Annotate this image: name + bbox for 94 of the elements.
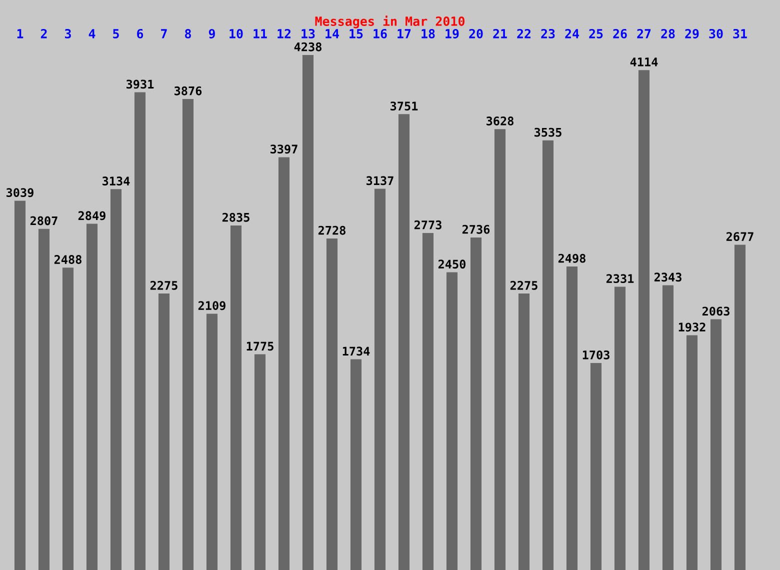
data-label: 4238 xyxy=(294,42,322,52)
bar xyxy=(638,70,650,570)
bar xyxy=(710,319,722,570)
data-label: 2498 xyxy=(558,254,586,263)
bar xyxy=(110,189,122,570)
x-tick-label: 14 xyxy=(326,29,339,38)
bar xyxy=(422,233,434,570)
bar xyxy=(302,55,314,570)
x-tick-label: 21 xyxy=(493,28,507,38)
data-label: 3931 xyxy=(126,80,154,89)
chart-title: Messages in Mar 2010 xyxy=(315,16,465,28)
x-tick-label: 18 xyxy=(422,28,435,38)
x-tick-label: 25 xyxy=(589,28,603,38)
data-label: 1932 xyxy=(678,322,706,332)
bar xyxy=(230,225,242,570)
bar xyxy=(734,244,746,570)
bar xyxy=(254,354,266,570)
x-tick-label: 2 xyxy=(40,28,47,38)
x-tick-label: 8 xyxy=(185,28,191,38)
bar xyxy=(14,200,26,570)
bar xyxy=(158,294,170,570)
bar xyxy=(350,359,362,570)
data-label: 4114 xyxy=(630,58,658,66)
x-tick-label: 12 xyxy=(278,28,290,38)
data-label: 2275 xyxy=(150,280,178,290)
x-tick-label: 24 xyxy=(565,28,579,38)
data-label: 2736 xyxy=(462,224,490,234)
bar xyxy=(278,157,290,570)
data-label: 3876 xyxy=(174,86,202,96)
x-tick-label: 10 xyxy=(230,28,243,38)
bar xyxy=(374,188,386,570)
x-tick-label: 7 xyxy=(161,29,167,38)
x-tick-label: 31 xyxy=(733,28,747,38)
x-tick-label: 19 xyxy=(446,29,459,38)
bar xyxy=(86,224,98,570)
x-tick-label: 22 xyxy=(517,28,530,38)
bar xyxy=(398,114,410,570)
data-label: 1734 xyxy=(342,346,370,356)
bar xyxy=(326,238,338,570)
data-label: 1775 xyxy=(246,342,274,351)
bar xyxy=(38,228,50,570)
x-tick-label: 29 xyxy=(685,28,699,38)
x-tick-label: 6 xyxy=(137,28,144,38)
bar xyxy=(542,140,554,570)
bar xyxy=(590,363,602,570)
data-label: 2331 xyxy=(606,274,634,284)
x-tick-label: 1 xyxy=(17,29,24,38)
data-label: 3397 xyxy=(270,144,298,154)
data-label: 3535 xyxy=(534,128,562,137)
x-tick-label: 16 xyxy=(374,28,387,38)
data-label: 3628 xyxy=(486,116,514,126)
x-tick-label: 30 xyxy=(709,28,723,38)
data-label: 2728 xyxy=(318,226,346,235)
data-label: 2488 xyxy=(54,255,82,264)
bar xyxy=(686,335,698,570)
bar xyxy=(614,286,626,570)
bar xyxy=(206,314,218,570)
data-label: 2343 xyxy=(654,272,682,282)
data-label: 2835 xyxy=(222,212,250,222)
x-tick-label: 3 xyxy=(64,28,71,38)
data-label: 3137 xyxy=(366,176,394,186)
data-label: 2450 xyxy=(438,260,466,269)
bar xyxy=(662,285,674,570)
x-tick-label: 13 xyxy=(302,28,315,38)
data-label: 2063 xyxy=(702,306,730,316)
bar xyxy=(566,266,578,570)
data-label: 2773 xyxy=(414,220,442,230)
bar xyxy=(446,272,458,570)
data-label: 1703 xyxy=(582,350,610,360)
x-tick-label: 26 xyxy=(613,28,627,38)
bar xyxy=(494,129,506,570)
data-label: 2109 xyxy=(198,301,226,310)
data-label: 2275 xyxy=(510,280,538,290)
x-tick-label: 4 xyxy=(88,29,96,38)
x-tick-label: 27 xyxy=(637,28,651,38)
x-tick-label: 28 xyxy=(661,28,675,38)
data-label: 2849 xyxy=(78,211,106,220)
data-label: 3039 xyxy=(6,188,34,198)
bar xyxy=(470,238,482,570)
x-tick-label: 23 xyxy=(541,28,555,38)
x-tick-label: 15 xyxy=(350,29,363,38)
data-label: 2677 xyxy=(726,232,754,242)
data-label: 3134 xyxy=(102,176,130,186)
data-label: 3751 xyxy=(390,102,418,111)
x-tick-label: 17 xyxy=(398,29,411,38)
bar xyxy=(182,98,194,570)
bar xyxy=(518,294,530,570)
x-tick-label: 20 xyxy=(469,28,483,38)
x-tick-label: 5 xyxy=(113,29,119,38)
x-tick-label: 11 xyxy=(254,29,267,38)
bar xyxy=(134,92,146,570)
x-tick-label: 9 xyxy=(208,29,215,38)
data-label: 2807 xyxy=(30,216,58,226)
bar xyxy=(62,268,74,570)
